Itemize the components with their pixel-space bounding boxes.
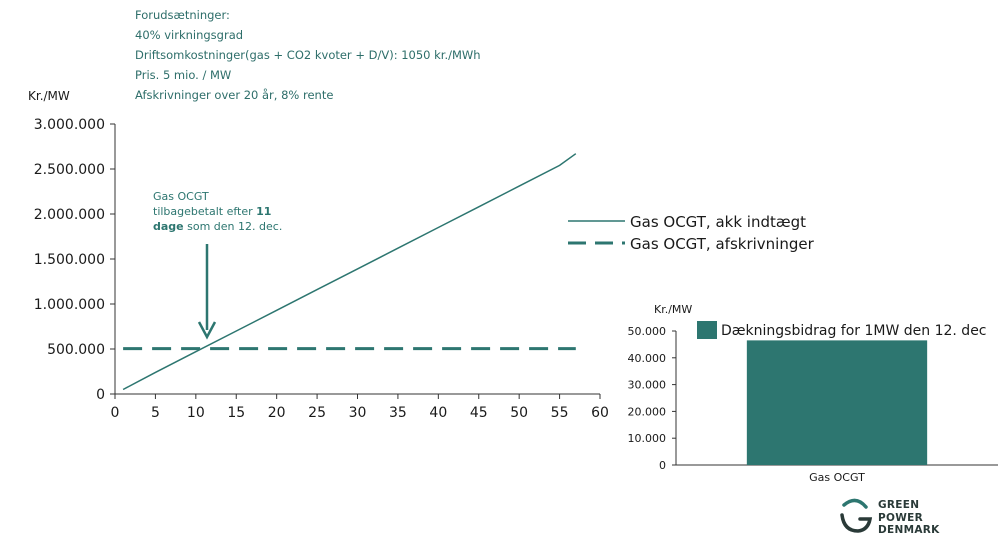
logo-line: GREEN	[878, 499, 920, 511]
bar-y-tick-label: 10.000	[628, 432, 667, 445]
bar-y-tick-label: 0	[659, 459, 666, 472]
assumption-line: Driftsomkostninger(gas + CO2 kvoter + D/…	[135, 48, 481, 62]
x-tick-label: 5	[151, 405, 160, 421]
bar-legend-label: Dækningsbidrag for 1MW den 12. dec	[721, 323, 987, 339]
x-tick-label: 40	[429, 405, 447, 421]
x-tick-label: 10	[187, 405, 205, 421]
annotation-arrow-head	[197, 321, 217, 340]
assumption-line: 40% virkningsgrad	[135, 28, 244, 42]
x-tick-label: 45	[470, 405, 488, 421]
annotation-line3: dage som den 12. dec.	[153, 220, 282, 233]
green-power-denmark-logo: GREEN POWER DENMARK	[838, 497, 958, 543]
bar-y-tick-label: 30.000	[628, 379, 667, 392]
y-tick-label: 1.500.000	[34, 252, 105, 268]
y-tick-label: 1.000.000	[34, 297, 105, 313]
bar-category-label: Gas OCGT	[809, 471, 865, 484]
bar-y-tick-label: 40.000	[628, 352, 667, 365]
bar-y-tick-label: 50.000	[628, 325, 667, 338]
logo-line: POWER	[878, 511, 923, 524]
y-tick-label: 0	[96, 387, 105, 403]
bar-legend-swatch	[697, 321, 717, 339]
y-tick-label: 2.000.000	[34, 207, 105, 223]
line-chart: 0 500.000 1.000.000 1.500.000 2.000.000 2.500…	[34, 117, 609, 421]
x-tick-label: 15	[227, 405, 245, 421]
x-tick-label: 0	[111, 405, 120, 421]
legend-label-afskrivninger: Gas OCGT, afskrivninger	[630, 235, 815, 253]
x-tick-label: 50	[510, 405, 528, 421]
bar-chart-ylabel: Kr./MW	[654, 303, 692, 316]
assumptions-title: Forudsætninger:	[135, 8, 230, 22]
x-tick-label: 60	[591, 405, 609, 421]
x-tick-label: 25	[308, 405, 326, 421]
x-tick-label: 35	[389, 405, 407, 421]
series-line-akk-indtaegt	[122, 153, 577, 391]
line-chart-ylabel: Kr./MW	[28, 89, 70, 103]
x-tick-label: 20	[268, 405, 286, 421]
annotation-line1: Gas OCGT	[153, 190, 209, 203]
logo-text: GREEN POWER DENMARK	[878, 499, 940, 537]
annotation-line2: tilbagebetalt efter 11	[153, 205, 271, 218]
assumption-line: Afskrivninger over 20 år, 8% rente	[135, 88, 334, 102]
x-tick-label: 30	[349, 405, 367, 421]
x-tick-label: 55	[551, 405, 569, 421]
y-tick-label: 2.500.000	[34, 162, 105, 178]
bar-y-tick-label: 20.000	[628, 405, 667, 418]
logo-line: DENMARK	[878, 524, 940, 536]
y-tick-label: 500.000	[47, 342, 105, 358]
legend-label-akk-indtaegt: Gas OCGT, akk indtægt	[630, 213, 806, 231]
bar-gas-ocgt	[746, 340, 928, 465]
bar-chart: 0 10.000 20.000 30.000 40.000 50.000 Gas OCGT	[628, 325, 998, 484]
logo-mark-icon	[840, 498, 873, 533]
assumption-line: Pris. 5 mio. / MW	[135, 68, 232, 82]
y-tick-label: 3.000.000	[34, 117, 105, 133]
